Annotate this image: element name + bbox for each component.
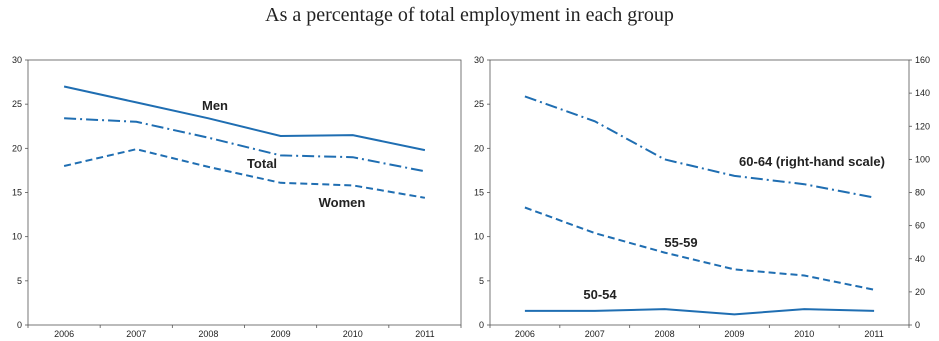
series-label: 55-59 [664, 235, 697, 250]
plot-frame-1 [27, 59, 462, 326]
x-tick-label: 2006 [54, 329, 74, 339]
series-line-men [63, 85, 426, 152]
y-tick-label: 10 [474, 232, 484, 242]
x-tick-label: 2011 [864, 329, 883, 339]
y-tick-label: 30 [474, 55, 484, 65]
y-tick-label: 30 [12, 55, 22, 65]
series-label: Total [247, 156, 277, 171]
y2-tick-label: 140 [915, 88, 930, 98]
y-tick-label: 20 [12, 143, 22, 153]
y-tick-label: 25 [12, 99, 22, 109]
x-tick-label: 2008 [198, 329, 218, 339]
x-tick-label: 2008 [655, 329, 675, 339]
y-tick-label: 15 [12, 188, 22, 198]
y2-tick-label: 40 [915, 254, 925, 264]
series-label: 60-64 (right-hand scale) [739, 154, 885, 169]
x-tick-label: 2010 [343, 329, 363, 339]
series-line-50-54 [524, 308, 875, 316]
x-tick-label: 2011 [415, 329, 434, 339]
y-tick-label: 20 [474, 143, 484, 153]
y-tick-label: 5 [17, 276, 22, 286]
y2-tick-label: 120 [915, 121, 930, 131]
series-line-women [63, 148, 426, 199]
x-tick-label: 2009 [271, 329, 291, 339]
y2-tick-label: 100 [915, 154, 930, 164]
x-tick-label: 2009 [724, 329, 744, 339]
series-label: Women [319, 195, 366, 210]
x-tick-label: 2007 [585, 329, 605, 339]
y-tick-label: 0 [479, 320, 484, 330]
y2-tick-label: 20 [915, 287, 925, 297]
y-tick-label: 5 [479, 276, 484, 286]
series-line-60-64-right-hand-scale- [524, 95, 875, 199]
series-label: 50-54 [583, 287, 617, 302]
y2-tick-label: 60 [915, 221, 925, 231]
y-tick-label: 0 [17, 320, 22, 330]
series-line-total [64, 117, 426, 173]
y-tick-label: 15 [474, 188, 484, 198]
series-line-55-59 [524, 206, 875, 291]
x-tick-label: 2006 [515, 329, 535, 339]
y2-tick-label: 80 [915, 188, 925, 198]
y2-tick-label: 0 [915, 320, 920, 330]
x-tick-label: 2007 [126, 329, 146, 339]
series-label: Men [202, 98, 228, 113]
x-tick-label: 2010 [794, 329, 814, 339]
y2-tick-label: 160 [915, 55, 930, 65]
y-tick-label: 10 [12, 232, 22, 242]
y-tick-label: 25 [474, 99, 484, 109]
page-title: As a percentage of total employment in e… [265, 4, 674, 26]
